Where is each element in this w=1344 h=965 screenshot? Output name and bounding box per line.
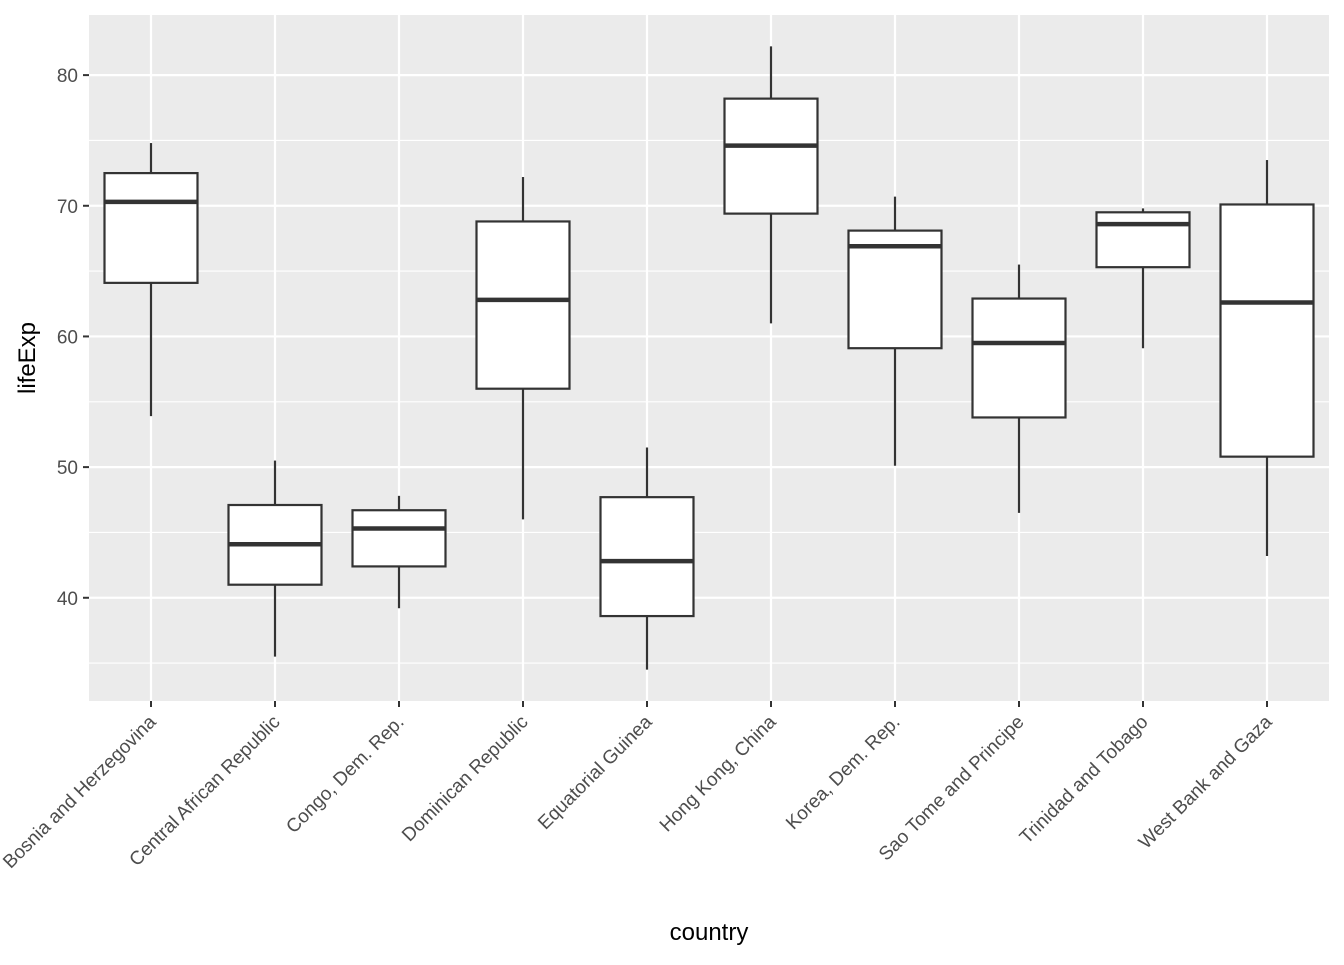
x-tick-label: Korea, Dem. Rep.: [782, 712, 904, 834]
x-tick-label: Dominican Republic: [398, 712, 532, 846]
box: [475, 220, 571, 390]
box: [351, 509, 447, 568]
y-tick-label: 70: [57, 197, 78, 218]
box: [1219, 203, 1315, 458]
x-tick-label: West Bank and Gaza: [1135, 711, 1277, 853]
plot-panel: [89, 15, 1329, 701]
y-tick-label: 80: [57, 66, 78, 87]
y-axis-title: lifeExp: [14, 322, 41, 394]
box: [103, 172, 199, 284]
y-tick-label: 60: [57, 327, 78, 348]
box: [1095, 211, 1191, 269]
x-tick-label: Congo, Dem. Rep.: [282, 712, 408, 838]
x-tick-label: Hong Kong, China: [656, 711, 781, 836]
y-tick-label: 40: [57, 589, 78, 610]
box: [971, 297, 1067, 419]
box: [723, 97, 819, 215]
y-tick-label: 50: [57, 458, 78, 479]
x-tick-label: Sao Tome and Principe: [875, 712, 1029, 866]
x-tick-label: Equatorial Guinea: [534, 711, 657, 834]
x-tick-label: Trinidad and Tobago: [1016, 712, 1153, 849]
x-axis-title: country: [670, 919, 749, 946]
box: [847, 229, 943, 350]
box: [599, 496, 695, 618]
